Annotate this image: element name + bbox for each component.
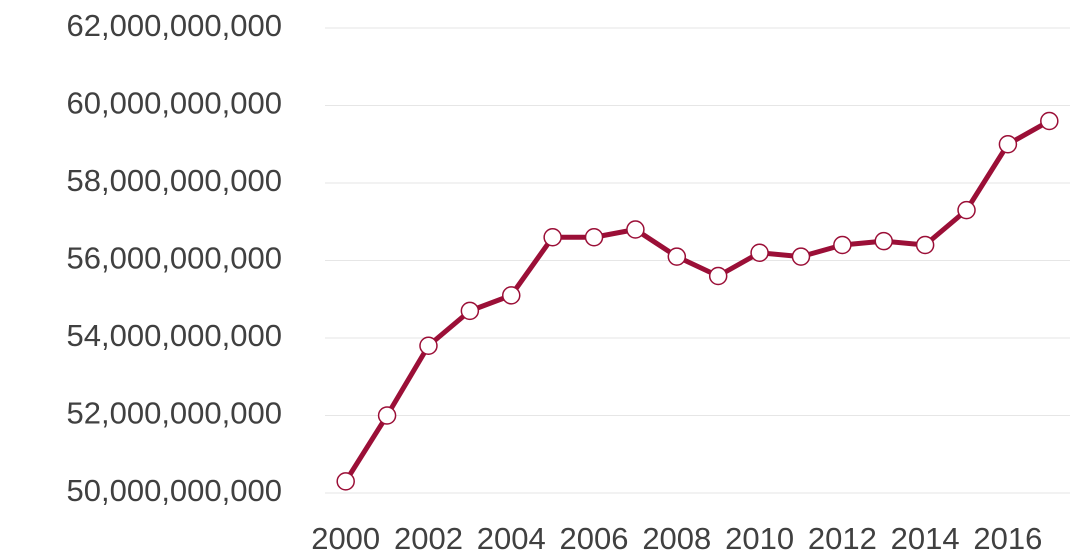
y-tick-label: 58,000,000,000: [67, 163, 283, 198]
y-tick-label: 50,000,000,000: [67, 473, 283, 508]
y-tick-label: 60,000,000,000: [67, 86, 283, 121]
x-tick-label: 2006: [560, 521, 629, 556]
x-tick-label: 2000: [311, 521, 380, 556]
x-tick-label: 2014: [891, 521, 960, 556]
line: [343, 118, 1051, 483]
point: [750, 243, 769, 262]
x-tick-label: 2010: [725, 521, 794, 556]
point: [1040, 111, 1059, 131]
x-tick-label: 2002: [394, 521, 463, 556]
x-tick-label: 2008: [642, 521, 711, 556]
y-tick-label: 52,000,000,000: [67, 396, 283, 431]
point: [584, 228, 604, 247]
point: [833, 235, 852, 255]
x-tick-label: 2012: [808, 521, 877, 556]
point: [377, 406, 397, 425]
point: [957, 200, 976, 220]
x-tick-label: 2004: [477, 521, 546, 556]
point: [419, 336, 438, 355]
point: [708, 266, 728, 286]
point: [667, 247, 687, 266]
point: [502, 286, 521, 305]
y-tick-label: 54,000,000,000: [67, 318, 283, 353]
x-tick-label: 2016: [973, 521, 1042, 556]
y-tick-label: 56,000,000,000: [67, 241, 283, 276]
point: [460, 301, 480, 321]
point: [874, 231, 893, 251]
point: [998, 135, 1018, 154]
point: [336, 472, 355, 491]
point: [543, 228, 562, 247]
point: [626, 220, 645, 239]
point: [791, 247, 811, 266]
y-tick-label: 62,000,000,000: [67, 8, 283, 43]
point: [915, 235, 935, 255]
